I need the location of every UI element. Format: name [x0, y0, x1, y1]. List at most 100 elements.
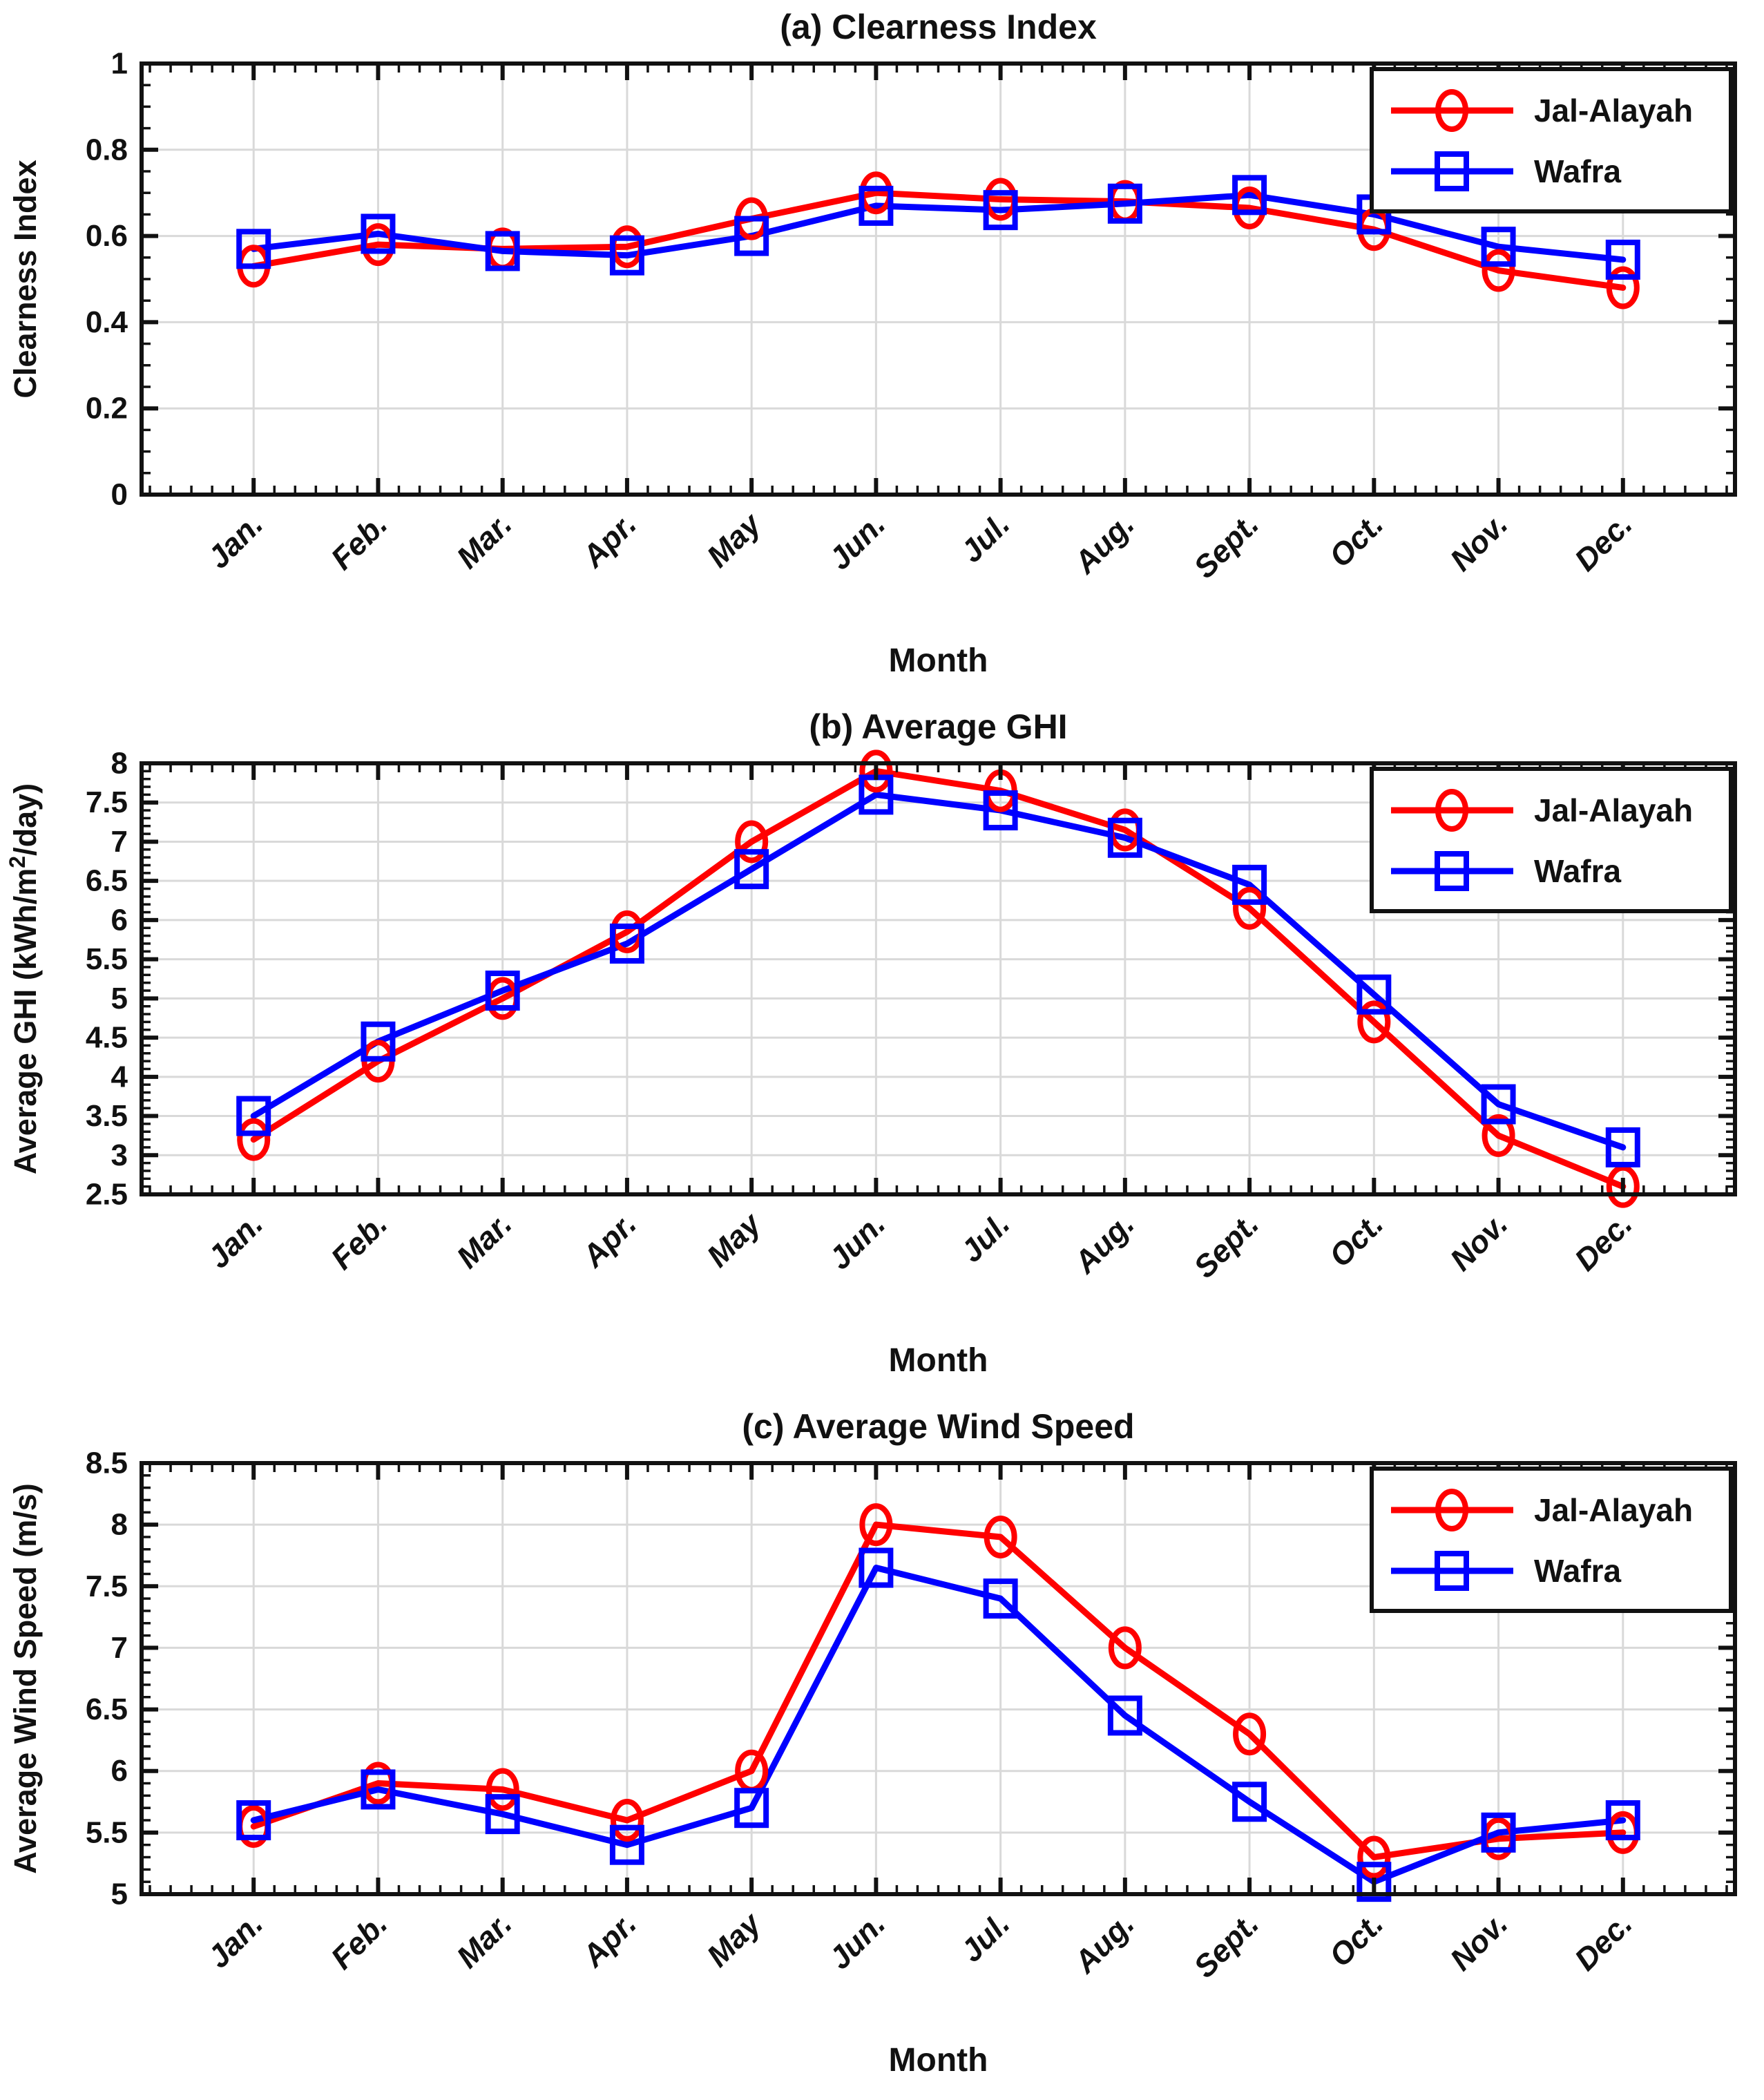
data-point-square: [609, 235, 644, 276]
y-axis-label: Average Wind Speed (m/s): [8, 1483, 43, 1874]
x-tick-label: Feb.: [324, 1906, 394, 1976]
y-tick-label: 5: [111, 1878, 128, 1911]
series-markers-wafra: [236, 1547, 1640, 1902]
x-tick-label: Jan.: [201, 506, 270, 575]
data-point-square: [983, 1578, 1018, 1619]
y-tick-label: 6: [111, 1754, 128, 1788]
x-tick-label: Sept.: [1187, 1906, 1265, 1985]
legend: Jal-Alayah Wafra: [1370, 767, 1733, 913]
series-line-wafra: [250, 1565, 1627, 1885]
y-tick-label: 6: [111, 903, 128, 937]
x-axis-label: Month: [889, 2042, 988, 2079]
data-point-circle: [486, 1768, 519, 1811]
y-tick-label: 5: [111, 982, 128, 1015]
y-tick-label: 5.5: [86, 1815, 128, 1849]
x-tick-label: Feb.: [324, 506, 394, 576]
data-point-square: [236, 229, 271, 269]
series-group: [236, 1503, 1640, 1902]
y-tick-label: 5.5: [86, 942, 128, 976]
x-tick-label: Dec.: [1568, 1906, 1639, 1977]
data-point-circle: [1606, 266, 1640, 309]
x-tick-label: Oct.: [1322, 506, 1390, 574]
data-point-circle: [984, 1515, 1017, 1558]
x-tick-label: Nov.: [1443, 506, 1514, 578]
data-point-square: [983, 190, 1018, 231]
series-group: [236, 171, 1640, 309]
data-point-circle: [1482, 249, 1515, 292]
y-tick-label: 8: [111, 1508, 128, 1542]
series-line-wafra: [250, 791, 1627, 1151]
x-axis-label: Month: [889, 642, 988, 679]
x-tick-label: Jun.: [822, 1906, 892, 1976]
legend-label: Wafra: [1534, 153, 1622, 189]
x-tick-label: Jan.: [201, 1206, 270, 1275]
data-point-square: [236, 1800, 271, 1841]
y-tick-label: 3.5: [86, 1099, 128, 1133]
data-point-circle: [1108, 1626, 1142, 1670]
data-point-square: [1481, 1084, 1516, 1125]
data-point-square: [236, 1096, 271, 1136]
y-tick-label: 8: [111, 747, 128, 781]
x-tick-label: Apr.: [575, 506, 643, 575]
data-point-circle: [1482, 1114, 1515, 1157]
chart-average-wind-speed: (c) Average Wind Speed 5 5.5 6 6.5 7 7.5 8 8.5 Av…: [8, 1407, 1737, 2079]
data-point-square: [1356, 974, 1392, 1015]
data-point-circle: [859, 1503, 893, 1547]
data-point-circle: [1357, 1000, 1391, 1044]
data-point-square: [1232, 864, 1267, 905]
x-tick-label: Nov.: [1443, 1906, 1514, 1977]
data-point-circle: [237, 1118, 271, 1161]
data-point-circle: [1233, 886, 1267, 930]
y-tick-label: 0.6: [86, 219, 128, 253]
data-point-circle: [1606, 1165, 1640, 1208]
data-point-square: [859, 185, 894, 226]
x-tick-label: Oct.: [1322, 1906, 1390, 1974]
x-tick-label: Sept.: [1187, 506, 1265, 585]
x-tick-label: Apr.: [575, 1206, 643, 1275]
x-tick-label: Jun.: [822, 1206, 892, 1276]
legend-square-marker-icon: [1435, 151, 1469, 191]
y-axis-label: Clearness Index: [8, 160, 43, 398]
y-tick-label: 8.5: [86, 1447, 128, 1480]
data-point-circle: [610, 1799, 644, 1842]
legend-square-marker-icon: [1435, 1551, 1469, 1591]
y-tick-label: 7.5: [86, 1569, 128, 1603]
data-point-square: [1481, 227, 1516, 267]
y-tick-label: 6.5: [86, 864, 128, 898]
data-point-square: [361, 1021, 396, 1062]
data-point-square: [1232, 175, 1267, 216]
y-tick-label: 0.8: [86, 133, 128, 166]
legend-circle-marker-icon: [1435, 89, 1468, 132]
data-point-square: [361, 213, 396, 254]
x-tick-label: Jul.: [954, 1906, 1017, 1969]
x-tick-label: Feb.: [324, 1206, 394, 1276]
y-tick-label: 7: [111, 1631, 128, 1665]
x-tick-label: May: [700, 1905, 768, 1974]
data-point-square: [734, 216, 769, 256]
legend-box: [1370, 1467, 1733, 1613]
legend-label: Jal-Alayah: [1534, 1492, 1693, 1528]
chart-title: (b) Average GHI: [809, 707, 1067, 746]
data-point-square: [1356, 1862, 1392, 1902]
legend-label: Jal-Alayah: [1534, 792, 1693, 828]
x-tick-label: May: [700, 1205, 768, 1274]
series-line-wafra: [250, 191, 1627, 263]
data-point-square: [859, 1547, 894, 1588]
series-line-jal-alayah: [250, 1521, 1627, 1861]
data-point-square: [1605, 1127, 1640, 1167]
chart-clearness-index: (a) Clearness Index 0 0.2 0.4 0.6 0.8 1 Clearne…: [8, 8, 1737, 679]
y-tick-label: 1: [111, 47, 128, 81]
x-tick-label: Jun.: [822, 506, 892, 576]
y-tick-label: 7: [111, 825, 128, 859]
data-point-square: [734, 849, 769, 890]
y-axis-label: Average GHI (kWh/m2/day): [5, 783, 43, 1174]
series-group: [236, 750, 1640, 1208]
y-tick-label: 3: [111, 1138, 128, 1172]
x-tick-label: Mar.: [450, 1206, 519, 1275]
series-markers-wafra: [236, 774, 1640, 1167]
legend-circle-marker-icon: [1435, 789, 1468, 832]
y-tick-label: 4: [111, 1060, 128, 1094]
data-point-square: [734, 1788, 769, 1829]
x-axis-label: Month: [889, 1342, 988, 1379]
